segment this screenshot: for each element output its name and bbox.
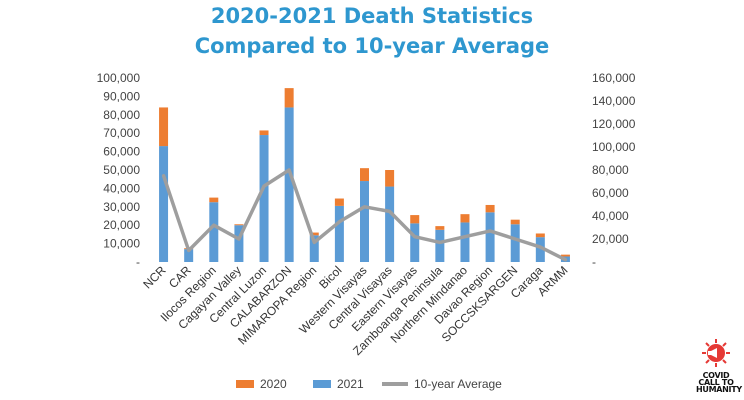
bar-2020 (360, 168, 369, 182)
right-axis-ticks: - 20,000 40,000 60,000 80,000 100,000 120,000 1… (592, 71, 636, 269)
bar-2021 (209, 202, 219, 262)
left-axis-tick-label: 70,000 (103, 126, 140, 140)
bar-2020 (410, 215, 420, 224)
right-axis-tick-label: 60,000 (592, 186, 629, 200)
bar-2020 (284, 88, 294, 108)
bar-series (159, 88, 570, 262)
right-axis-tick-label: 120,000 (592, 117, 636, 131)
bar-2020 (560, 254, 570, 257)
bar-2021 (535, 237, 545, 262)
left-axis-tick-label: - (136, 255, 140, 269)
chart-legend: 2020 2021 10-year Average (0, 377, 744, 395)
right-axis-tick-label: 140,000 (592, 94, 636, 108)
bar-2020 (309, 232, 319, 236)
chart-title-line-2: Compared to 10-year Average (194, 34, 550, 58)
bar-2021 (184, 249, 194, 262)
bar-2021 (309, 235, 319, 262)
virus-icon (702, 339, 730, 367)
right-axis-tick-label: 40,000 (592, 209, 629, 223)
bar-2021 (460, 222, 470, 262)
bar-2020 (234, 224, 244, 226)
legend-swatch-2020 (236, 380, 254, 388)
bar-2021 (485, 212, 495, 262)
legend-item-2021: 2021 (313, 377, 364, 391)
bar-2021 (259, 135, 269, 262)
left-axis-tick-label: 100,000 (97, 71, 141, 85)
legend-swatch-2021 (313, 380, 331, 388)
bar-2020 (209, 197, 219, 203)
legend-label-average: 10-year Average (414, 377, 502, 391)
bar-2021 (410, 223, 420, 262)
left-axis-ticks: - 10,000 20,000 30,000 40,000 50,000 60,000 70,… (97, 71, 141, 269)
legend-label-2021: 2021 (337, 377, 364, 391)
right-axis-tick-label: 80,000 (592, 163, 629, 177)
right-axis-tick-label: 20,000 (592, 232, 629, 246)
left-axis-tick-label: 50,000 (103, 163, 140, 177)
chart-title: 2020-2021 Death Statistics Compared to 1… (0, 0, 744, 61)
average-line-series (161, 168, 568, 262)
covid-call-to-humanity-logo: COVID CALL TO HUMANITY (696, 338, 742, 396)
legend-swatch-average (382, 382, 408, 386)
legend-item-average: 10-year Average (382, 377, 502, 391)
bar-2021 (360, 181, 369, 262)
logo-line-3: HUMANITY (696, 385, 742, 394)
left-axis-tick-label: 60,000 (103, 145, 140, 159)
right-axis-tick-label: 100,000 (592, 140, 636, 154)
bar-2020 (460, 214, 470, 223)
bar-2021 (334, 205, 344, 262)
bar-2021 (159, 146, 169, 262)
logo-line-2: CALL TO (698, 378, 734, 387)
bar-2020 (485, 204, 495, 213)
bar-2021 (284, 107, 294, 262)
bar-2020 (159, 107, 169, 147)
right-axis-tick-label: - (592, 255, 596, 269)
category-label: NCR (140, 263, 169, 292)
average-line (161, 168, 568, 262)
legend-item-2020: 2020 (236, 377, 287, 391)
bar-2021 (385, 186, 395, 262)
bar-2020 (435, 226, 445, 230)
left-axis-tick-label: 90,000 (103, 89, 140, 103)
left-axis-tick-label: 40,000 (103, 181, 140, 195)
logo-line-1: COVID (702, 371, 730, 380)
bar-2021 (234, 225, 244, 262)
left-axis-tick-label: 80,000 (103, 108, 140, 122)
bar-2020 (385, 170, 395, 187)
bar-2021 (510, 224, 520, 262)
bar-2020 (535, 233, 545, 238)
bar-2020 (334, 198, 344, 206)
bar-2020 (259, 130, 269, 136)
legend-label-2020: 2020 (260, 377, 287, 391)
right-axis-tick-label: 160,000 (592, 71, 636, 85)
left-axis-tick-label: 10,000 (103, 237, 140, 251)
chart-title-line-1: 2020-2021 Death Statistics (210, 4, 534, 28)
left-axis-tick-label: 30,000 (103, 200, 140, 214)
bar-2020 (510, 219, 520, 225)
left-axis-tick-label: 20,000 (103, 218, 140, 232)
bar-2021 (435, 229, 445, 262)
